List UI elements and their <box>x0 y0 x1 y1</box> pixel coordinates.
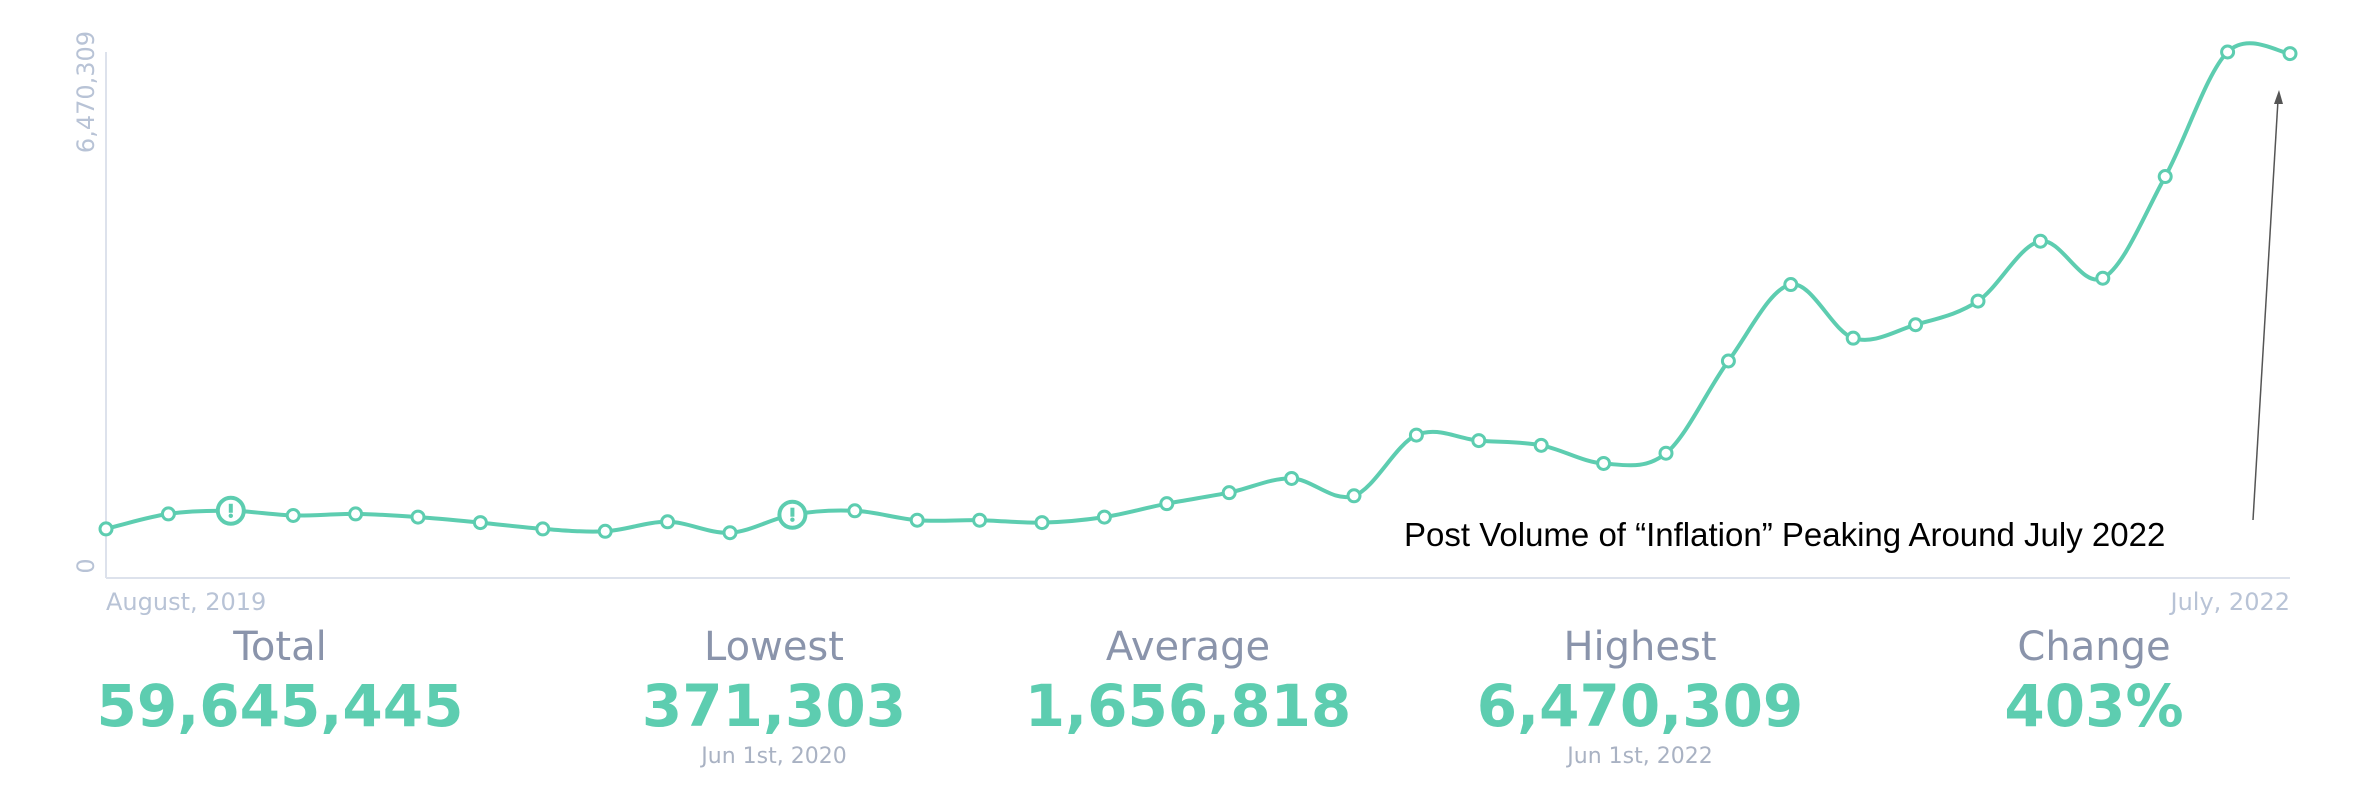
stat-label: Average <box>1105 624 1271 670</box>
alert-marker[interactable] <box>777 499 808 530</box>
data-point[interactable] <box>1159 496 1175 512</box>
alert-icon-dot <box>228 513 233 518</box>
stat-1: Lowest 371,303 Jun 1st, 2020 <box>544 624 1004 772</box>
data-point[interactable] <box>472 515 488 531</box>
data-point[interactable] <box>1471 433 1487 449</box>
y-tick-min: 0 <box>72 558 100 573</box>
data-point[interactable] <box>285 507 301 523</box>
stat-date: Jun 1st, 2022 <box>1567 744 1713 769</box>
data-point[interactable] <box>1783 277 1799 293</box>
data-point[interactable] <box>2095 270 2111 286</box>
alert-icon <box>228 503 233 513</box>
stat-value: 371,303 <box>641 672 907 740</box>
data-points <box>98 44 2298 541</box>
x-tick-start: August, 2019 <box>106 588 266 616</box>
data-point[interactable] <box>1408 427 1424 443</box>
data-point[interactable] <box>348 506 364 522</box>
data-point[interactable] <box>2282 46 2298 62</box>
stat-label: Change <box>2017 624 2171 670</box>
data-point[interactable] <box>909 512 925 528</box>
data-point[interactable] <box>1658 445 1674 461</box>
data-point[interactable] <box>1533 437 1549 453</box>
series-line <box>105 41 2291 535</box>
data-point[interactable] <box>597 523 613 539</box>
data-point[interactable] <box>2032 233 2048 249</box>
data-point[interactable] <box>1284 470 1300 486</box>
data-point[interactable] <box>1845 330 1861 346</box>
alert-icon-dot <box>790 517 795 522</box>
data-point[interactable] <box>535 521 551 537</box>
stat-value: 6,470,309 <box>1476 672 1804 740</box>
data-point[interactable] <box>160 506 176 522</box>
annotation-arrow-line <box>2252 99 2279 521</box>
data-point[interactable] <box>1596 455 1612 471</box>
data-point[interactable] <box>1034 515 1050 531</box>
data-point[interactable] <box>2220 44 2236 60</box>
data-point[interactable] <box>1720 353 1736 369</box>
y-tick-max: 6,470,309 <box>72 31 100 153</box>
data-point[interactable] <box>847 503 863 519</box>
data-point[interactable] <box>1096 509 1112 525</box>
annotation-text: Post Volume of “Inflation” Peaking Aroun… <box>1404 516 2165 553</box>
data-point[interactable] <box>410 509 426 525</box>
data-point[interactable] <box>2157 169 2173 185</box>
stat-label: Lowest <box>704 624 844 670</box>
stat-value: 403% <box>2004 672 2184 740</box>
data-point[interactable] <box>1970 293 1986 309</box>
data-point[interactable] <box>1908 317 1924 333</box>
data-point[interactable] <box>1221 485 1237 501</box>
x-tick-end: July, 2022 <box>2169 588 2291 616</box>
annotation: Post Volume of “Inflation” Peaking Aroun… <box>1404 90 2283 553</box>
stat-2: Average 1,656,818 <box>958 624 1418 742</box>
data-point[interactable] <box>98 521 114 537</box>
data-point[interactable] <box>972 512 988 528</box>
stat-value: 59,645,445 <box>96 672 464 740</box>
stat-0: Total 59,645,445 <box>50 624 510 742</box>
data-point[interactable] <box>1346 488 1362 504</box>
stat-4: Change 403% <box>1864 624 2324 742</box>
annotation-arrowhead <box>2274 90 2283 104</box>
line-chart: 6,470,309 0 August, 2019 July, 2022 Post… <box>72 31 2298 616</box>
stat-label: Total <box>233 624 327 670</box>
data-point[interactable] <box>660 514 676 530</box>
stat-date: Jun 1st, 2020 <box>701 744 847 769</box>
alert-marker[interactable] <box>215 495 246 526</box>
stat-value: 1,656,818 <box>1024 672 1352 740</box>
stat-3: Highest 6,470,309 Jun 1st, 2022 <box>1410 624 1870 772</box>
alert-icon <box>790 507 795 517</box>
data-point[interactable] <box>722 525 738 541</box>
stat-label: Highest <box>1563 624 1717 670</box>
